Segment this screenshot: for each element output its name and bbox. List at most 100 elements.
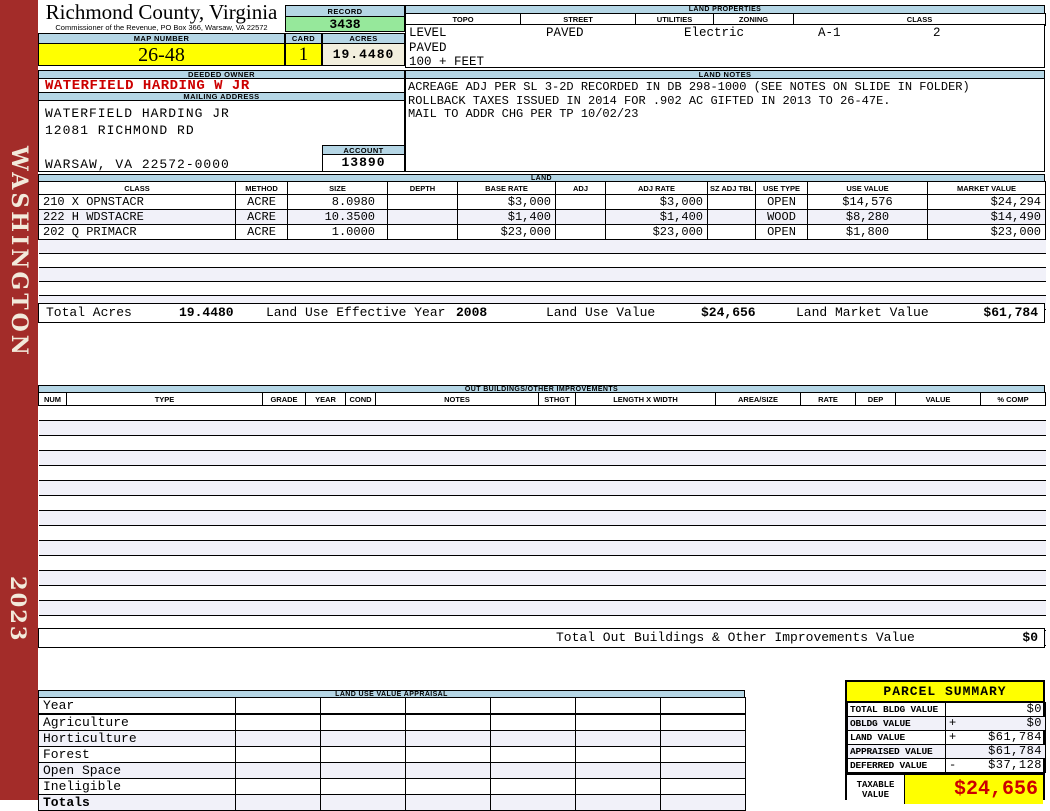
appraisal-row-label: Agriculture bbox=[38, 714, 236, 731]
taxable-value-label: TAXABLE VALUE bbox=[847, 775, 905, 804]
effective-year-label: Land Use Effective Year bbox=[266, 305, 446, 320]
empty-row bbox=[38, 253, 1046, 268]
empty-row bbox=[38, 540, 1046, 556]
empty-row bbox=[38, 267, 1046, 282]
parcel-row: OBLDG VALUE + $0 bbox=[847, 716, 1046, 731]
appraisal-row: Agriculture bbox=[38, 714, 746, 731]
topo-value: LEVEL PAVED 100 + FEET bbox=[409, 26, 485, 69]
deeded-owner-name: WATERFIELD HARDING W JR bbox=[38, 78, 405, 93]
parcel-row-label: LAND VALUE bbox=[847, 730, 946, 745]
appraisal-row: Horticulture bbox=[38, 730, 746, 747]
appraisal-row-label: Horticulture bbox=[38, 730, 236, 747]
land-market-value: $61,784 bbox=[983, 305, 1038, 320]
county-header: Richmond County, Virginia Commissioner o… bbox=[38, 1, 285, 33]
address-line: WATERFIELD HARDING JR bbox=[45, 106, 230, 121]
parcel-summary: PARCEL SUMMARY TOTAL BLDG VALUE $0 OBLDG… bbox=[845, 680, 1046, 804]
col-year: YEAR bbox=[305, 392, 346, 406]
map-number-value: 26-48 bbox=[38, 43, 285, 66]
empty-row bbox=[38, 585, 1046, 601]
parcel-row: DEFERRED VALUE - $37,128 bbox=[847, 758, 1046, 773]
empty-row bbox=[38, 420, 1046, 436]
col-utilities: UTILITIES bbox=[635, 13, 714, 26]
col-rate: RATE bbox=[800, 392, 856, 406]
spine-sidebar: WASHINGTON 2023 bbox=[0, 0, 38, 800]
spine-year-label: 2023 bbox=[6, 576, 31, 643]
empty-row bbox=[38, 495, 1046, 511]
land-market-value-label: Land Market Value bbox=[796, 305, 929, 320]
out-buildings-header-row: NUM TYPE GRADE YEAR COND NOTES STHGT LEN… bbox=[38, 392, 1046, 406]
col-market-value: MARKET VALUE bbox=[927, 181, 1046, 195]
empty-row bbox=[38, 435, 1046, 451]
appraisal-row-label: Ineligible bbox=[38, 778, 236, 795]
parcel-row-operator: - bbox=[949, 758, 957, 772]
class-value: 2 bbox=[933, 26, 941, 40]
land-totals-row: Total Acres 19.4480 Land Use Effective Y… bbox=[38, 303, 1045, 323]
parcel-row-label: TOTAL BLDG VALUE bbox=[847, 702, 946, 717]
land-table-header-row: CLASS METHOD SIZE DEPTH BASE RATE ADJ AD… bbox=[38, 181, 1046, 195]
parcel-row-value: $0 bbox=[1026, 716, 1042, 730]
taxable-value-amount: $24,656 bbox=[905, 775, 1043, 804]
appraisal-row: Open Space bbox=[38, 762, 746, 779]
empty-row bbox=[38, 405, 1046, 421]
address-line: WARSAW, VA 22572-0000 bbox=[45, 157, 230, 172]
appraisal-totals-row: Totals bbox=[38, 794, 746, 811]
account-number: 13890 bbox=[322, 154, 405, 172]
appraisal-row-label: Year bbox=[38, 697, 236, 714]
col-notes: NOTES bbox=[375, 392, 539, 406]
out-buildings-total-label: Total Out Buildings & Other Improvements… bbox=[556, 630, 915, 645]
land-use-value: $24,656 bbox=[701, 305, 756, 320]
parcel-row-value: $61,784 bbox=[988, 730, 1042, 744]
parcel-row-operator: + bbox=[949, 716, 957, 730]
total-acres-value: 19.4480 bbox=[179, 305, 234, 320]
parcel-row: APPRAISED VALUE $61,784 bbox=[847, 744, 1046, 759]
parcel-row-operator: + bbox=[949, 730, 957, 744]
acres-value: 19.4480 bbox=[322, 43, 405, 66]
parcel-row-value: $61,784 bbox=[988, 744, 1042, 758]
total-acres-label: Total Acres bbox=[46, 305, 132, 320]
col-method: METHOD bbox=[235, 181, 288, 195]
empty-row bbox=[38, 600, 1046, 616]
parcel-row-label: OBLDG VALUE bbox=[847, 716, 946, 731]
appraisal-row-label: Totals bbox=[38, 794, 236, 811]
taxable-value-row: TAXABLE VALUE $24,656 bbox=[847, 773, 1043, 804]
empty-row bbox=[38, 555, 1046, 571]
empty-row bbox=[38, 570, 1046, 586]
land-row: 202 Q PRIMACR ACRE 1.0000 $23,000 $23,00… bbox=[38, 224, 1046, 240]
col-class: CLASS bbox=[793, 13, 1046, 26]
empty-row bbox=[38, 525, 1046, 541]
parcel-row-value: $0 bbox=[1026, 702, 1042, 716]
col-dep: DEP bbox=[855, 392, 896, 406]
col-use-value: USE VALUE bbox=[807, 181, 928, 195]
appraisal-row-label: Forest bbox=[38, 746, 236, 763]
appraisal-row-label: Open Space bbox=[38, 762, 236, 779]
parcel-summary-table: TOTAL BLDG VALUE $0 OBLDG VALUE + $0 LAN… bbox=[847, 702, 1046, 773]
appraisal-table: Agriculture Horticulture Forest Open Spa… bbox=[38, 714, 746, 811]
county-title: Richmond County, Virginia bbox=[45, 0, 278, 24]
appraisal-year-row: Year bbox=[38, 697, 746, 714]
col-base-rate: BASE RATE bbox=[457, 181, 556, 195]
empty-row bbox=[38, 480, 1046, 496]
land-notes-text: ACREAGE ADJ PER SL 3-2D RECORDED IN DB 2… bbox=[405, 78, 1045, 172]
appraisal-row: Ineligible bbox=[38, 778, 746, 795]
col-value: VALUE bbox=[895, 392, 981, 406]
col-sthgt: STHGT bbox=[538, 392, 576, 406]
col-cond: COND bbox=[345, 392, 376, 406]
col-grade: GRADE bbox=[262, 392, 306, 406]
col-use-type: USE TYPE bbox=[755, 181, 808, 195]
land-table: CLASS METHOD SIZE DEPTH BASE RATE ADJ AD… bbox=[38, 181, 1046, 310]
empty-row bbox=[38, 510, 1046, 526]
parcel-summary-title: PARCEL SUMMARY bbox=[847, 682, 1043, 702]
empty-row bbox=[38, 239, 1046, 254]
col-size: SIZE bbox=[287, 181, 388, 195]
land-row: 210 X OPNSTACR ACRE 8.0980 $3,000 $3,000… bbox=[38, 194, 1046, 210]
col-area-size: AREA/SIZE bbox=[715, 392, 801, 406]
parcel-row-value: $37,128 bbox=[988, 758, 1042, 772]
col-depth: DEPTH bbox=[387, 181, 458, 195]
empty-row bbox=[38, 281, 1046, 296]
col-street: STREET bbox=[520, 13, 636, 26]
empty-row bbox=[38, 450, 1046, 466]
col-pct-comp: % COMP bbox=[980, 392, 1046, 406]
parcel-row-label: APPRAISED VALUE bbox=[847, 744, 946, 759]
col-adj-rate: ADJ RATE bbox=[605, 181, 708, 195]
